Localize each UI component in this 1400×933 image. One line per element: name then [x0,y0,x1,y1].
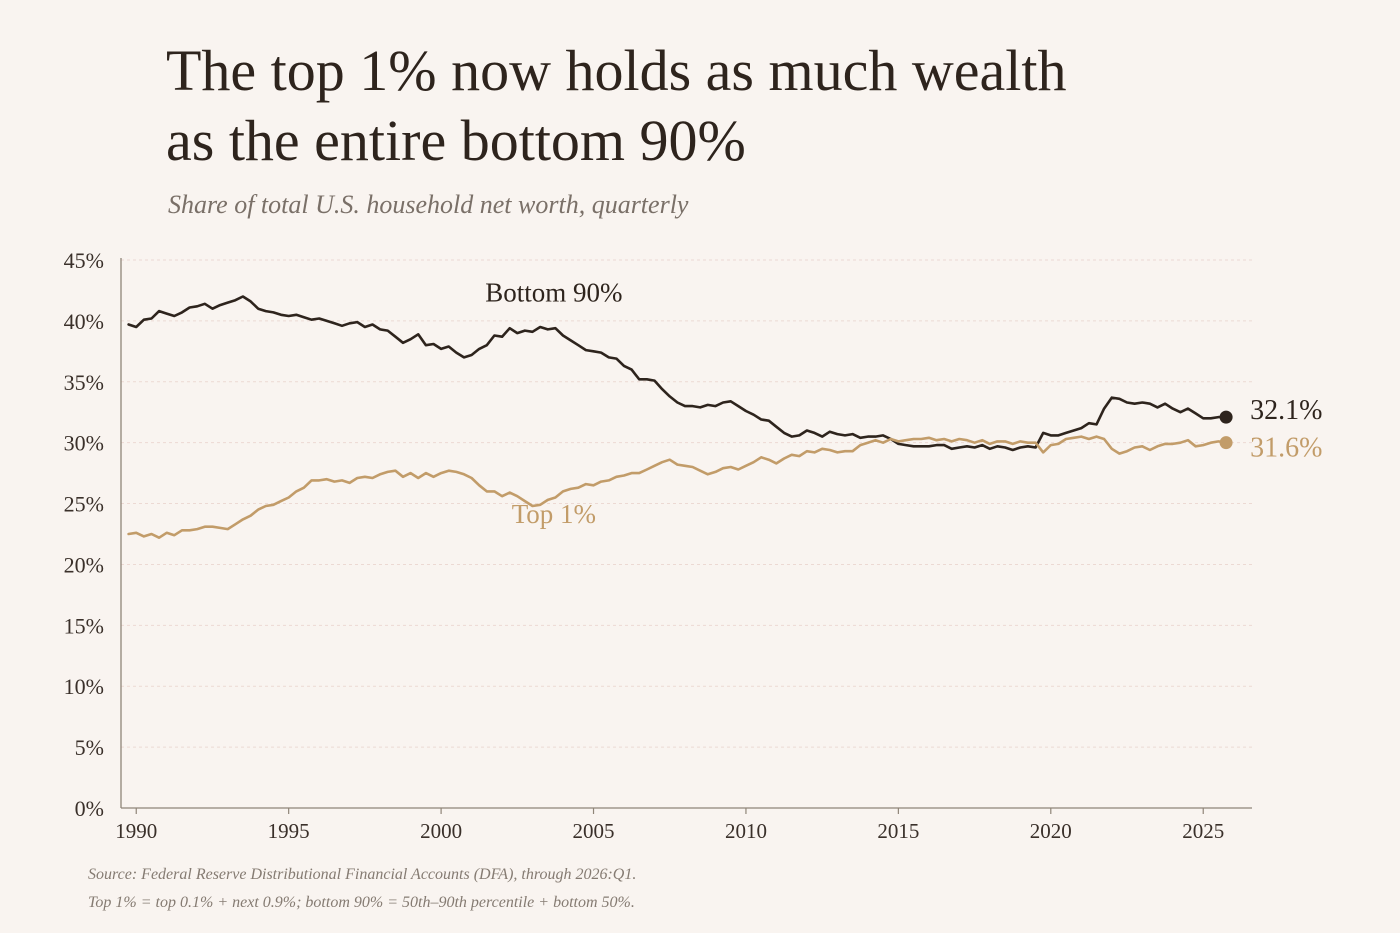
source-note: Source: Federal Reserve Distributional F… [88,866,637,883]
y-tick-label: 0% [75,796,104,821]
y-tick-label: 30% [64,431,104,456]
series-line-top-1 [127,435,1228,539]
x-tick-label: 2015 [877,819,919,843]
y-tick-label: 40% [64,309,104,334]
series-label-bottom-90: Bottom 90% [485,277,622,307]
y-tick-label: 35% [64,370,104,395]
y-tick-label: 5% [75,735,104,760]
x-tick-label: 2000 [420,819,462,843]
chart-title-line-2: as the entire bottom 90% [166,108,746,173]
series-end-label-top-1: 31.6% [1250,433,1322,464]
series-end-marker-top-1 [1219,436,1233,450]
y-tick-label: 10% [64,674,104,699]
series-end-label-bottom-90: 32.1% [1250,395,1322,426]
definition-note: Top 1% = top 0.1% + next 0.9%; bottom 90… [88,894,635,911]
x-tick-label: 2020 [1030,819,1072,843]
x-tick-label: 2010 [725,819,767,843]
x-tick-label: 2005 [573,819,615,843]
series-label-top-1: Top 1% [512,499,596,529]
series-end-marker-bottom-90 [1219,410,1233,424]
y-tick-label: 20% [64,552,104,577]
series-line-bottom-90 [127,295,1228,452]
x-tick-label: 1995 [268,819,310,843]
x-tick-label: 2025 [1182,819,1224,843]
x-tick-label: 1990 [115,819,157,843]
y-tick-label: 45% [64,248,104,273]
chart-title-line-1: The top 1% now holds as much wealth [166,38,1067,103]
y-tick-label: 25% [64,492,104,517]
y-tick-label: 15% [64,613,104,638]
chart-subtitle: Share of total U.S. household net worth,… [168,190,689,219]
chart-title: The top 1% now holds as much wealth as t… [166,36,1266,176]
